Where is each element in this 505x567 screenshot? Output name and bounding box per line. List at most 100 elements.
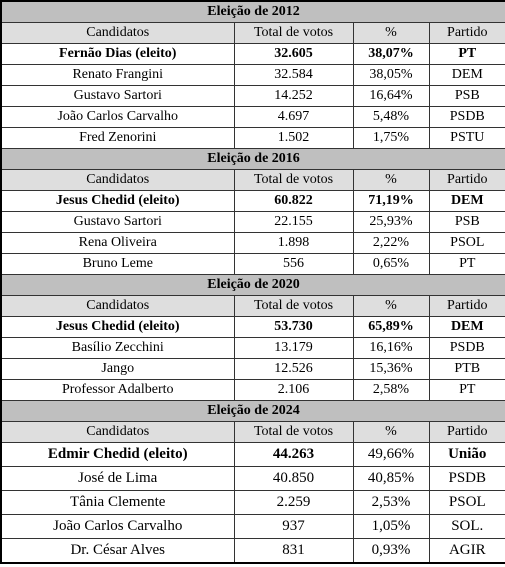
- party: PSDB: [428, 466, 505, 491]
- candidate-row: Gustavo Sartori 14.252 16,64% PSB: [0, 85, 505, 107]
- candidate-row: Professor Adalberto 2.106 2,58% PT: [0, 379, 505, 401]
- candidate: Bruno Leme: [0, 253, 235, 275]
- candidate: Fred Zenorini: [0, 127, 235, 149]
- party: PT: [428, 379, 505, 401]
- percent: 65,89%: [352, 316, 430, 338]
- percent: 38,05%: [352, 64, 430, 86]
- section-title-row: Eleição de 2020: [0, 274, 505, 296]
- candidate: Jesus Chedid (eleito): [0, 190, 235, 212]
- percent: 38,07%: [352, 43, 430, 65]
- votes: 53.730: [233, 316, 354, 338]
- header-row: Candidatos Total de votos% Partido: [0, 421, 505, 443]
- column-header: Partido: [428, 421, 505, 443]
- column-header: Candidatos: [0, 295, 235, 317]
- percent: 5,48%: [352, 106, 430, 128]
- candidate: Basílio Zecchini: [0, 337, 235, 359]
- party: AGIR: [428, 538, 505, 564]
- party: PSOL: [428, 232, 505, 254]
- percent: 49,66%: [352, 442, 430, 467]
- party: PSOL: [428, 490, 505, 515]
- column-header: Candidatos: [0, 22, 235, 44]
- party: União: [428, 442, 505, 467]
- candidate-row: Jango 12.526 15,36% PTB: [0, 358, 505, 380]
- candidate: Jango: [0, 358, 235, 380]
- section-title: Eleição de 2016: [0, 148, 505, 170]
- column-header: %: [352, 22, 430, 44]
- candidate-row: Dr. César Alves 831 0,93% AGIR: [0, 538, 505, 564]
- candidate: Dr. César Alves: [0, 538, 235, 564]
- votes: 32.584: [233, 64, 354, 86]
- candidate: João Carlos Carvalho: [0, 106, 235, 128]
- candidate: Gustavo Sartori: [0, 85, 235, 107]
- votes: 40.850: [233, 466, 354, 491]
- party: PSTU: [428, 127, 505, 149]
- header-row: Candidatos Total de votos% Partido: [0, 22, 505, 44]
- candidate-row: João Carlos Carvalho 4.697 5,48% PSDB: [0, 106, 505, 128]
- candidate-row: João Carlos Carvalho 937 1,05% SOL.: [0, 514, 505, 539]
- party: DEM: [428, 190, 505, 212]
- column-header: Total de votos: [233, 421, 354, 443]
- votes: 32.605: [233, 43, 354, 65]
- votes: 556: [233, 253, 354, 275]
- votes: 937: [233, 514, 354, 539]
- candidate-row: Edmir Chedid (eleito) 44.263 49,66% União: [0, 442, 505, 467]
- candidate-row: Rena Oliveira 1.898 2,22% PSOL: [0, 232, 505, 254]
- column-header: %: [352, 421, 430, 443]
- votes: 60.822: [233, 190, 354, 212]
- votes: 2.106: [233, 379, 354, 401]
- percent: 71,19%: [352, 190, 430, 212]
- column-header: %: [352, 295, 430, 317]
- votes: 13.179: [233, 337, 354, 359]
- percent: 15,36%: [352, 358, 430, 380]
- section-title: Eleição de 2024: [0, 400, 505, 422]
- section-title-row: Eleição de 2012: [0, 0, 505, 23]
- party: DEM: [428, 316, 505, 338]
- votes: 831: [233, 538, 354, 564]
- candidate-row: Basílio Zecchini 13.179 16,16% PSDB: [0, 337, 505, 359]
- party: PSDB: [428, 337, 505, 359]
- percent: 40,85%: [352, 466, 430, 491]
- party: PSB: [428, 85, 505, 107]
- column-header: Total de votos: [233, 295, 354, 317]
- candidate: Edmir Chedid (eleito): [0, 442, 235, 467]
- percent: 1,75%: [352, 127, 430, 149]
- candidate: José de Lima: [0, 466, 235, 491]
- candidate-row: Gustavo Sartori 22.155 25,93% PSB: [0, 211, 505, 233]
- candidate-row: Jesus Chedid (eleito) 60.822 71,19% DEM: [0, 190, 505, 212]
- votes: 14.252: [233, 85, 354, 107]
- candidate: Renato Frangini: [0, 64, 235, 86]
- party: SOL.: [428, 514, 505, 539]
- candidate-row: José de Lima 40.850 40,85% PSDB: [0, 466, 505, 491]
- candidate: Gustavo Sartori: [0, 211, 235, 233]
- candidate: Jesus Chedid (eleito): [0, 316, 235, 338]
- candidate: Fernão Dias (eleito): [0, 43, 235, 65]
- candidate: Tânia Clemente: [0, 490, 235, 515]
- column-header: Total de votos: [233, 22, 354, 44]
- candidate-row: Fernão Dias (eleito) 32.605 38,07% PT: [0, 43, 505, 65]
- votes: 1.898: [233, 232, 354, 254]
- section-title: Eleição de 2012: [0, 0, 505, 23]
- candidate-row: Jesus Chedid (eleito) 53.730 65,89% DEM: [0, 316, 505, 338]
- party: DEM: [428, 64, 505, 86]
- candidate: João Carlos Carvalho: [0, 514, 235, 539]
- column-header: Candidatos: [0, 169, 235, 191]
- party: PT: [428, 253, 505, 275]
- votes: 1.502: [233, 127, 354, 149]
- percent: 1,05%: [352, 514, 430, 539]
- votes: 4.697: [233, 106, 354, 128]
- header-row: Candidatos Total de votos% Partido: [0, 169, 505, 191]
- column-header: Partido: [428, 169, 505, 191]
- percent: 2,22%: [352, 232, 430, 254]
- candidate-row: Renato Frangini 32.584 38,05% DEM: [0, 64, 505, 86]
- party: PT: [428, 43, 505, 65]
- party: PTB: [428, 358, 505, 380]
- section-title: Eleição de 2020: [0, 274, 505, 296]
- percent: 16,16%: [352, 337, 430, 359]
- column-header: Partido: [428, 22, 505, 44]
- votes: 22.155: [233, 211, 354, 233]
- column-header: Total de votos: [233, 169, 354, 191]
- votes: 44.263: [233, 442, 354, 467]
- column-header: Partido: [428, 295, 505, 317]
